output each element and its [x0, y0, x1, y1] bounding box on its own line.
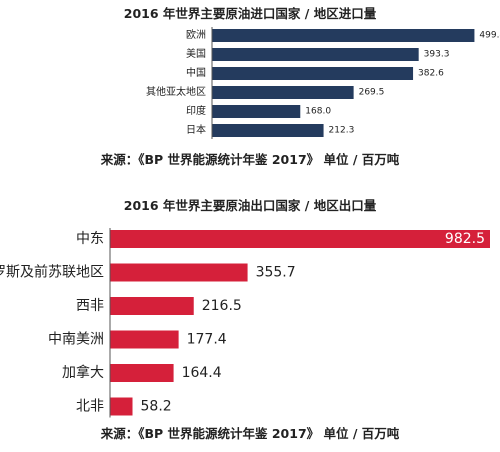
import-bar [212, 48, 419, 61]
export-bar [110, 397, 133, 416]
export-bar [110, 263, 248, 282]
import-chart-title: 2016 年世界主要原油进口国家 / 地区进口量 [124, 6, 377, 21]
import-value-label: 168.0 [305, 107, 331, 117]
import-bar [212, 124, 324, 137]
import-bar [212, 86, 354, 99]
import-source-note: 来源：《BP 世界能源统计年鉴 2017》 单位 / 百万吨 [100, 152, 400, 167]
import-category-label: 印度 [186, 104, 206, 117]
export-category-label: 北非 [76, 399, 104, 415]
export-value-label: 355.7 [256, 265, 296, 281]
export-value-label: 58.2 [141, 399, 172, 415]
import-value-label: 499.4 [479, 31, 500, 41]
export-chart-title: 2016 年世界主要原油出口国家 / 地区出口量 [124, 198, 377, 213]
import-category-label: 日本 [186, 123, 206, 136]
export-value-label: 164.4 [182, 365, 222, 381]
export-value-label: 177.4 [187, 332, 227, 348]
export-bar [110, 330, 179, 349]
export-value-label: 216.5 [202, 298, 242, 314]
import-category-label: 其他亚太地区 [146, 85, 206, 98]
export-value-label: 982.5 [445, 231, 485, 247]
import-value-label: 393.3 [424, 50, 450, 60]
export-source-note: 来源：《BP 世界能源统计年鉴 2017》 单位 / 百万吨 [100, 426, 400, 441]
import-category-label: 欧洲 [186, 29, 206, 41]
import-value-label: 382.6 [418, 69, 444, 79]
export-category-label: 中南美洲 [48, 332, 104, 348]
import-bar [212, 105, 301, 118]
import-value-label: 212.3 [329, 126, 355, 136]
import-category-label: 美国 [186, 47, 206, 60]
export-bar [110, 297, 194, 315]
export-category-label: 俄罗斯及前苏联地区 [0, 264, 104, 281]
export-bar [110, 364, 174, 382]
export-bar [110, 230, 490, 248]
export-category-label: 加拿大 [62, 364, 104, 381]
import-category-label: 中国 [186, 66, 206, 79]
import-bar [212, 29, 475, 42]
import-bar [212, 67, 414, 80]
import-value-label: 269.5 [359, 88, 385, 98]
export-category-label: 西非 [76, 298, 104, 314]
export-category-label: 中东 [76, 231, 104, 247]
